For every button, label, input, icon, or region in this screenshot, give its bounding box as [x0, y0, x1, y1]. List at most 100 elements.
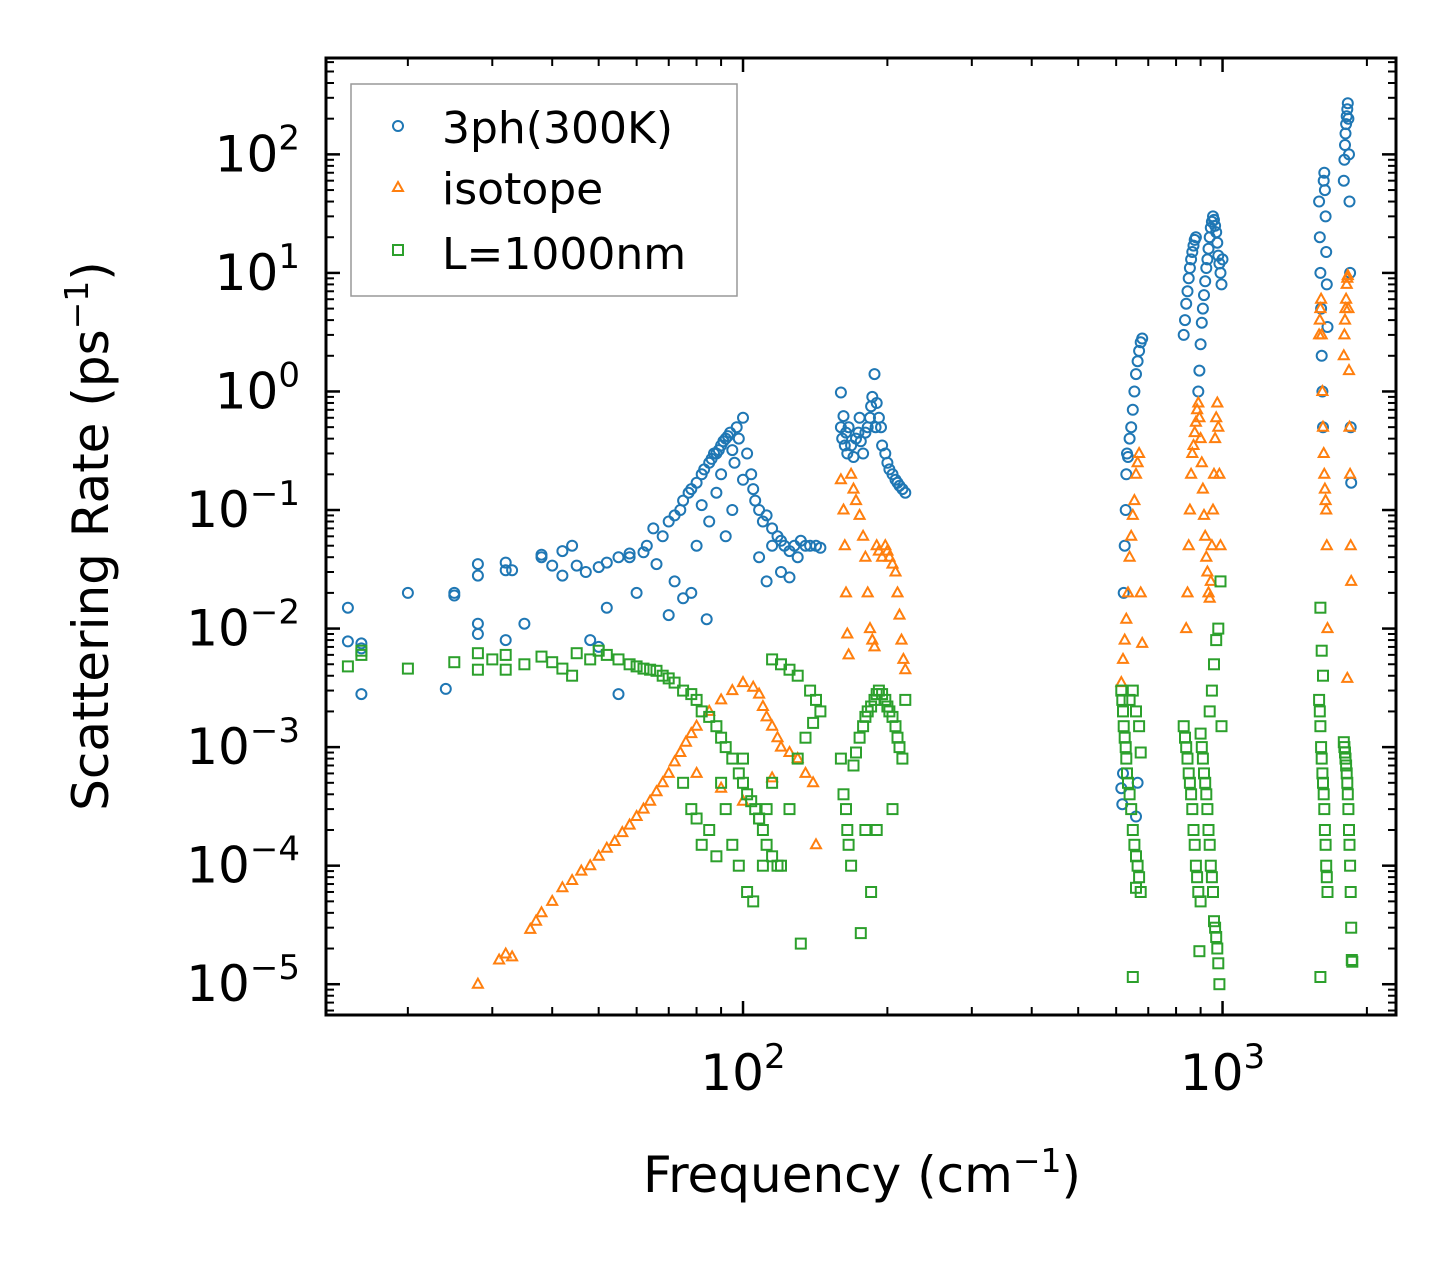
data-point [736, 675, 750, 688]
data-point [668, 575, 681, 588]
data-point [1204, 859, 1217, 872]
data-point [1345, 921, 1358, 934]
data-point [798, 765, 813, 778]
data-point [1215, 278, 1228, 291]
data-point [1344, 886, 1357, 898]
data-point [1342, 363, 1356, 376]
data-point [747, 895, 760, 908]
data-point [650, 558, 663, 571]
data-point [1203, 838, 1216, 851]
data-point [667, 754, 682, 767]
data-point [1183, 502, 1197, 515]
data-point [710, 720, 723, 733]
data-point [850, 746, 862, 759]
data-point [679, 734, 693, 747]
data-point [888, 564, 903, 577]
data-point [1185, 445, 1199, 458]
data-point [745, 468, 758, 481]
data-point [499, 663, 512, 676]
data-point [565, 872, 579, 885]
data-point [623, 547, 636, 560]
data-point [584, 634, 597, 647]
data-point [529, 913, 543, 926]
data-point [1212, 466, 1227, 479]
data-point [859, 426, 872, 439]
data-point [1205, 538, 1219, 551]
data-point [854, 927, 867, 940]
data-point [1203, 590, 1217, 603]
data-point [1195, 741, 1208, 754]
data-point [1185, 253, 1198, 266]
series-layer [341, 97, 1359, 991]
data-point [1123, 788, 1136, 801]
data-point [677, 592, 690, 605]
data-point [890, 585, 905, 598]
data-point [1200, 564, 1215, 577]
data-point [1315, 752, 1328, 765]
data-point [600, 556, 613, 569]
y-tick-label: 10−5 [186, 948, 300, 1013]
data-point [1212, 957, 1225, 970]
data-point [1313, 693, 1326, 706]
data-point [1314, 971, 1327, 983]
data-point [1315, 383, 1330, 396]
data-point [760, 803, 773, 816]
data-point [600, 840, 614, 853]
data-point [600, 601, 613, 614]
data-point [1208, 431, 1222, 444]
data-point [471, 976, 485, 989]
y-tick-label: 10−1 [186, 474, 300, 539]
data-point [499, 648, 512, 661]
data-point [1318, 184, 1331, 197]
data-point [760, 838, 773, 851]
data-point [849, 493, 863, 506]
data-point [791, 551, 804, 564]
data-point [741, 886, 754, 898]
plot-frame [324, 56, 1398, 1017]
data-point [839, 585, 853, 598]
data-point [630, 660, 643, 673]
data-point [1318, 481, 1332, 494]
data-point [355, 688, 368, 701]
data-point [668, 676, 681, 689]
data-point [341, 660, 354, 673]
data-point [1186, 246, 1199, 258]
data-point [730, 421, 743, 434]
data-point [1125, 421, 1138, 434]
data-point [643, 793, 657, 806]
data-point [1116, 693, 1129, 706]
data-point [1342, 803, 1355, 816]
data-point [1341, 301, 1356, 314]
data-point [1210, 634, 1223, 647]
data-point [492, 952, 506, 965]
data-point [1128, 838, 1141, 851]
data-point [760, 575, 773, 588]
data-point [1320, 621, 1335, 634]
data-point [753, 812, 766, 825]
data-point [1117, 586, 1130, 599]
data-point [1203, 705, 1216, 718]
data-point [834, 386, 847, 399]
data-point [584, 653, 597, 666]
data-point [1340, 118, 1353, 131]
data-point [765, 718, 779, 731]
data-point [637, 662, 650, 675]
data-point [518, 658, 531, 671]
data-point [1127, 493, 1142, 506]
data-point [703, 824, 716, 836]
data-point [870, 397, 883, 409]
data-point [592, 848, 606, 861]
data-point [737, 473, 749, 486]
data-point [1119, 611, 1133, 624]
data-point [1315, 741, 1328, 754]
data-point [766, 522, 779, 535]
data-point [1130, 881, 1142, 894]
x-tick-label: 103 [1180, 1037, 1265, 1102]
data-point [471, 628, 484, 640]
data-point [859, 824, 872, 836]
data-point [341, 635, 354, 648]
data-point [1131, 859, 1144, 872]
data-point [814, 541, 827, 554]
data-point [759, 709, 774, 722]
data-point [579, 566, 592, 578]
